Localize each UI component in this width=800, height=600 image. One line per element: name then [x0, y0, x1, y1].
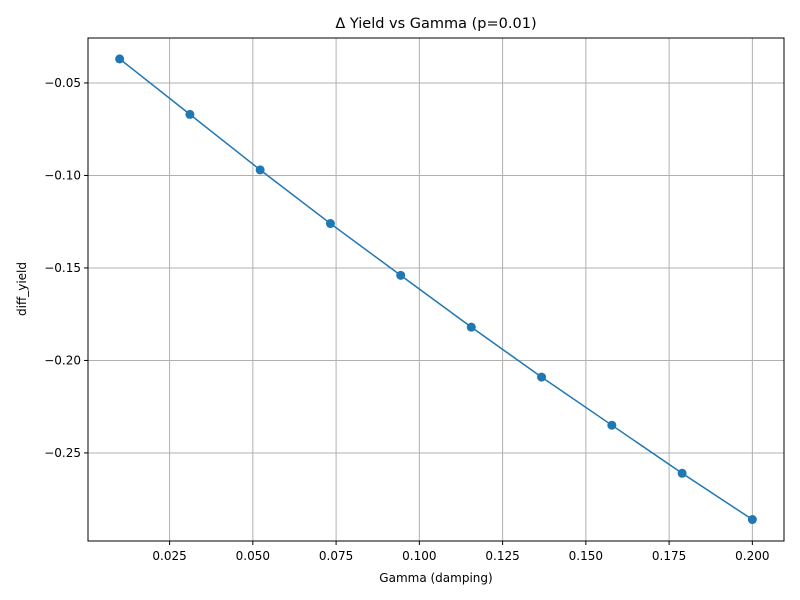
data-point — [466, 322, 476, 332]
chart-title: Δ Yield vs Gamma (p=0.01) — [335, 16, 536, 32]
y-tick-label: −0.25 — [44, 446, 81, 460]
grid — [88, 38, 784, 541]
series-line — [119, 58, 753, 521]
y-tick-label: −0.05 — [44, 76, 81, 90]
data-point — [396, 270, 406, 280]
x-tick-label: 0.100 — [402, 549, 436, 563]
series-layer — [115, 54, 757, 525]
data-point — [255, 165, 265, 175]
data-point — [115, 54, 125, 64]
data-point — [325, 219, 335, 229]
y-tick-label: −0.10 — [44, 168, 81, 182]
data-point — [185, 109, 195, 119]
x-axis-ticks: 0.025 0.050 0.075 0.100 0.125 0.150 0.175 0.200 — [152, 541, 770, 563]
data-point — [607, 420, 617, 430]
data-point — [537, 372, 547, 382]
x-tick-label: 0.125 — [485, 549, 519, 563]
x-axis-label: Gamma (damping) — [379, 571, 492, 585]
y-tick-label: −0.20 — [44, 353, 81, 367]
x-tick-label: 0.175 — [652, 549, 686, 563]
y-tick-label: −0.15 — [44, 261, 81, 275]
y-axis-label: diff_yield — [15, 262, 29, 316]
data-point — [747, 515, 757, 525]
x-tick-label: 0.200 — [735, 549, 769, 563]
x-tick-label: 0.050 — [236, 549, 270, 563]
x-tick-label: 0.025 — [152, 549, 186, 563]
y-axis-ticks: −0.05 −0.10 −0.15 −0.20 −0.25 — [44, 76, 88, 460]
plot-area-frame — [87, 37, 785, 542]
x-tick-label: 0.075 — [319, 549, 353, 563]
data-point — [677, 468, 687, 478]
x-tick-label: 0.150 — [569, 549, 603, 563]
